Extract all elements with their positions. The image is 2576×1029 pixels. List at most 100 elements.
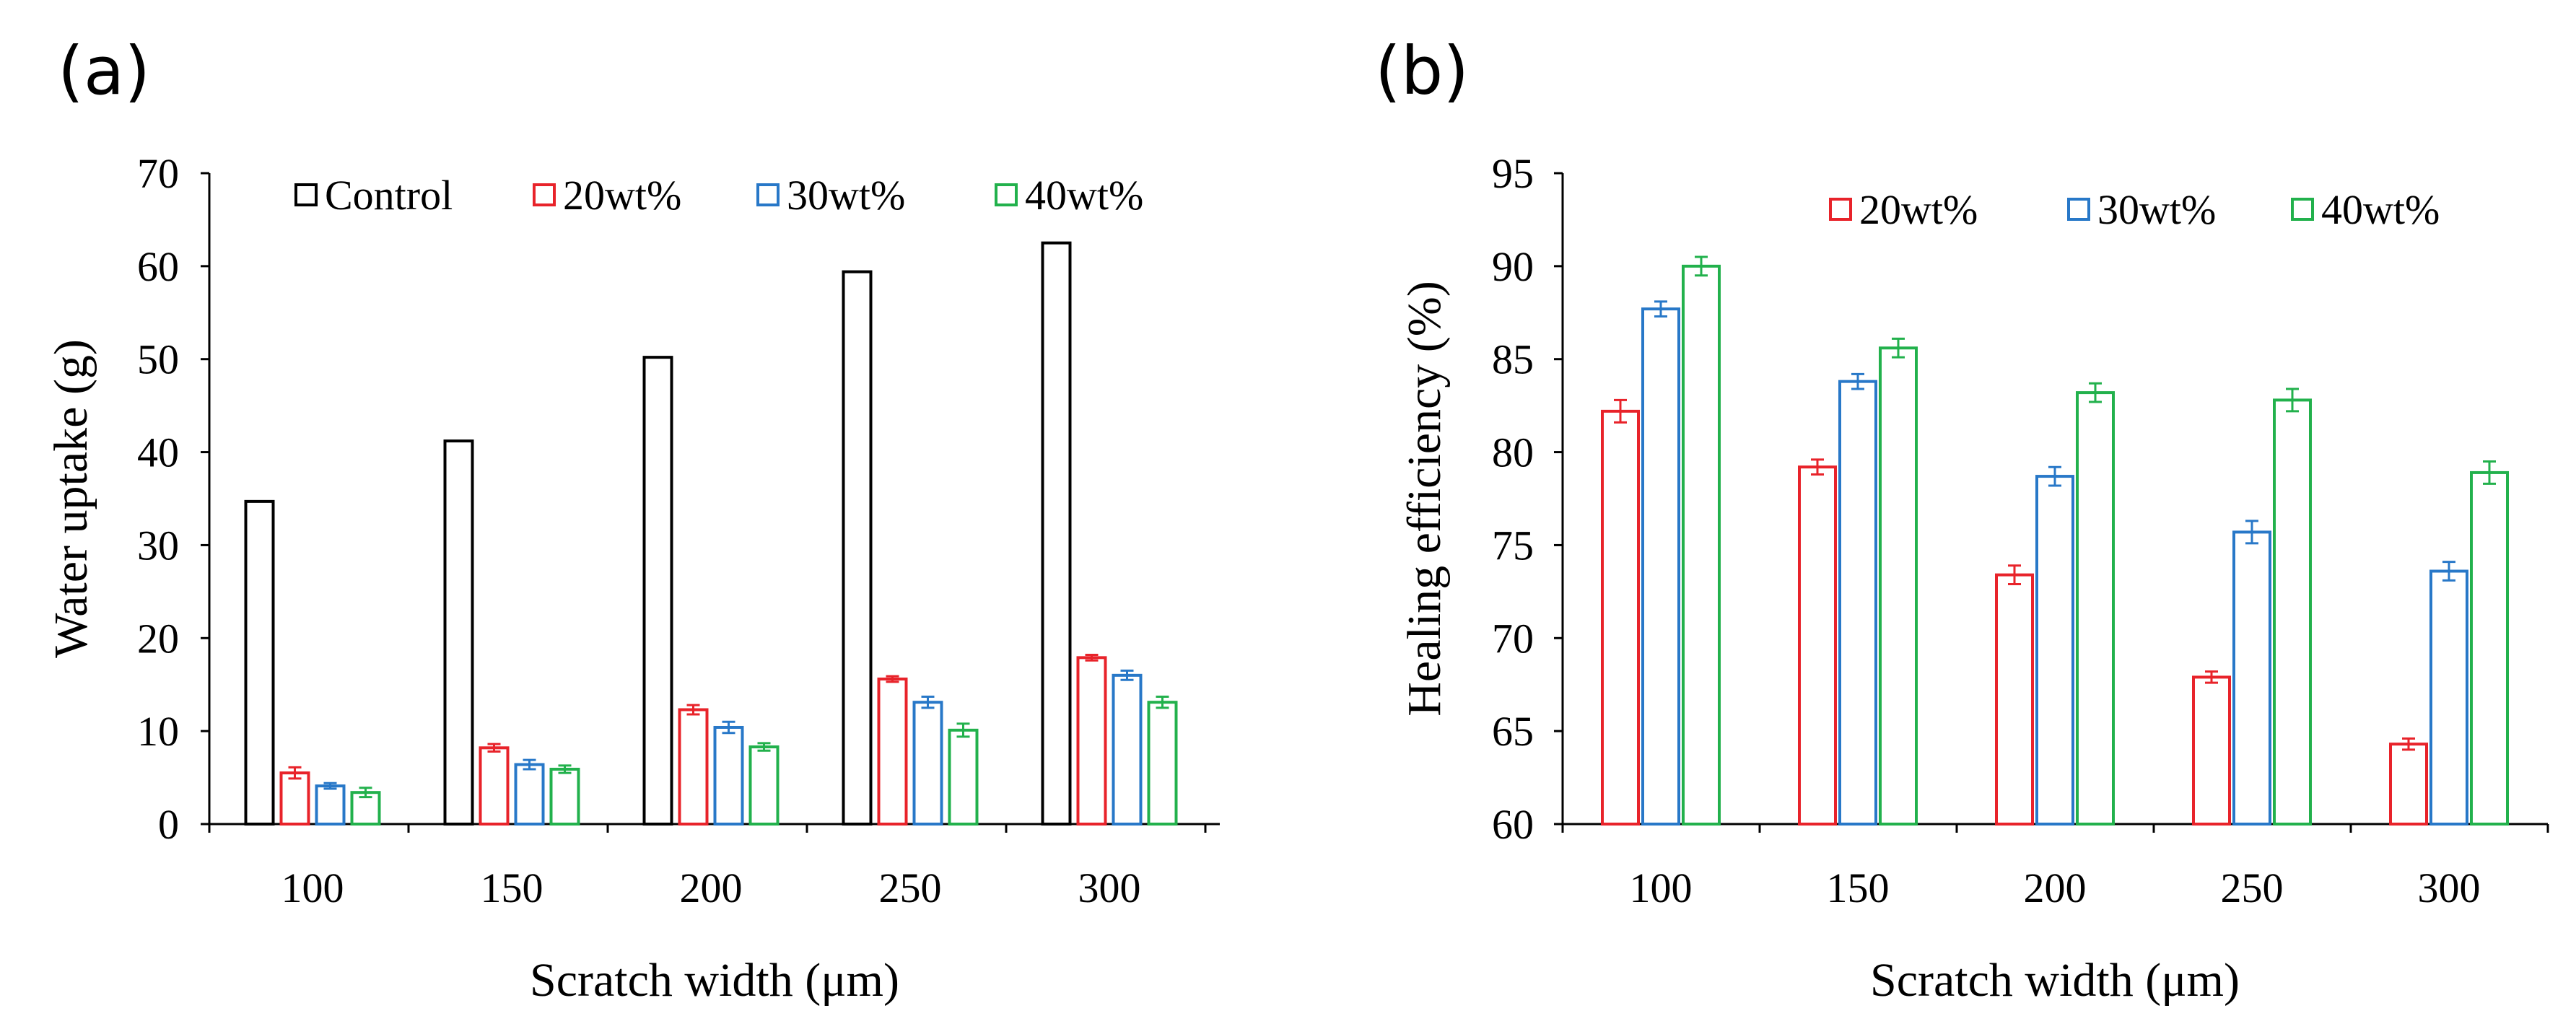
legend-label: 20wt% xyxy=(1859,186,1978,233)
error-bar-20wt%-300 xyxy=(1085,653,1099,662)
chart-panel-1: (b) 60 65 70 75 80 85 90 95 100 150 200 250 300 Scratc… xyxy=(1375,32,2549,1007)
error-bar-30wt%-200 xyxy=(722,720,735,735)
error-bar-40wt%-250 xyxy=(2286,387,2299,413)
bar-20wt%-250 xyxy=(877,677,908,826)
y-axis-title: Water uptake (g) xyxy=(45,339,97,658)
error-bar-20wt%-100 xyxy=(1614,398,1627,424)
y-tick-label: 65 xyxy=(1492,708,1534,755)
bar-30wt%-250 xyxy=(2232,530,2271,826)
bar-20wt%-250 xyxy=(2192,675,2231,826)
y-tick-label: 30 xyxy=(137,522,179,569)
x-tick-label: 100 xyxy=(281,864,344,911)
y-tick-label: 60 xyxy=(1492,801,1534,848)
x-tick-label: 100 xyxy=(1630,864,1693,911)
error-bar-30wt%-250 xyxy=(2245,520,2258,545)
x-axis-title: Scratch width (μm) xyxy=(530,954,899,1007)
panel-label: (b) xyxy=(1375,32,1469,110)
error-bar-30wt%-150 xyxy=(1851,372,1864,390)
y-tick-label: 50 xyxy=(137,336,179,383)
legend-swatch xyxy=(533,183,556,206)
legend-swatch xyxy=(2291,198,2314,221)
error-bar-20wt%-300 xyxy=(2402,737,2415,751)
error-bar-40wt%-200 xyxy=(757,742,771,752)
bar-20wt%-100 xyxy=(1601,409,1640,826)
x-tick-label: 150 xyxy=(1827,864,1890,911)
bar-30wt%-300 xyxy=(1112,673,1143,826)
bar-40wt%-250 xyxy=(948,728,979,826)
error-bar-40wt%-300 xyxy=(1156,695,1169,709)
y-tick-label: 90 xyxy=(1492,243,1534,290)
error-bar-20wt%-250 xyxy=(2205,670,2218,684)
x-tick-label: 200 xyxy=(680,864,743,911)
error-bar-20wt%-250 xyxy=(886,675,899,683)
y-tick-label: 95 xyxy=(1492,150,1534,197)
error-bar-30wt%-250 xyxy=(921,695,935,709)
bar-30wt%-200 xyxy=(2035,475,2074,826)
error-bar-40wt%-200 xyxy=(2089,382,2102,403)
bar-30wt%-150 xyxy=(1838,380,1877,826)
y-axis-title: Healing efficiency (%) xyxy=(1398,281,1451,716)
legend-item-40wt%: 40wt% xyxy=(2291,186,2440,233)
error-bar-40wt%-100 xyxy=(359,787,372,799)
bar-Control-300 xyxy=(1041,241,1072,826)
bar-30wt%-300 xyxy=(2429,569,2468,826)
bar-30wt%-100 xyxy=(315,784,346,826)
legend-label: 30wt% xyxy=(2097,186,2216,233)
panel-label: (a) xyxy=(58,32,150,110)
x-tick-label: 150 xyxy=(481,864,543,911)
x-tick-label: 300 xyxy=(1078,864,1141,911)
y-tick-label: 70 xyxy=(1492,615,1534,662)
x-tick-label: 250 xyxy=(879,864,942,911)
bar-30wt%-200 xyxy=(713,725,744,826)
bar-40wt%-200 xyxy=(2076,391,2115,826)
legend: Control 20wt% 30wt% 40wt% xyxy=(294,172,1143,219)
bar-20wt%-200 xyxy=(678,708,709,826)
error-bar-30wt%-100 xyxy=(1654,300,1667,318)
y-tick-label: 20 xyxy=(137,615,179,662)
error-bar-30wt%-150 xyxy=(523,758,536,771)
error-bar-20wt%-100 xyxy=(288,766,302,780)
bar-30wt%-250 xyxy=(912,701,943,826)
legend: 20wt% 30wt% 40wt% xyxy=(1829,186,2440,233)
x-tick-label: 300 xyxy=(2418,864,2481,911)
legend-swatch xyxy=(1829,198,1852,221)
y-tick-label: 80 xyxy=(1492,429,1534,476)
error-bar-40wt%-250 xyxy=(956,722,970,738)
y-tick-label: 10 xyxy=(137,708,179,755)
bar-30wt%-100 xyxy=(1641,307,1680,826)
bar-40wt%-100 xyxy=(1682,264,1721,826)
y-tick-label: 70 xyxy=(137,150,179,197)
legend-item-30wt%: 30wt% xyxy=(2067,186,2216,233)
bar-40wt%-250 xyxy=(2273,398,2312,826)
legend-swatch xyxy=(294,183,318,206)
bar-40wt%-150 xyxy=(549,767,580,826)
error-bar-40wt%-150 xyxy=(558,764,572,774)
legend-swatch xyxy=(756,183,780,206)
error-bar-20wt%-200 xyxy=(2008,564,2021,586)
legend-item-30wt%: 30wt% xyxy=(756,172,905,219)
bar-40wt%-300 xyxy=(1147,701,1178,826)
y-tick-label: 85 xyxy=(1492,336,1534,383)
legend-label: 30wt% xyxy=(787,172,905,219)
error-bar-40wt%-100 xyxy=(1695,255,1708,277)
x-axis-title: Scratch width (μm) xyxy=(1870,954,2240,1007)
bar-20wt%-300 xyxy=(1076,656,1107,826)
legend-item-20wt%: 20wt% xyxy=(1829,186,1978,233)
legend-item-20wt%: 20wt% xyxy=(533,172,681,219)
error-bar-20wt%-200 xyxy=(686,704,700,716)
legend-swatch xyxy=(995,183,1018,206)
bar-40wt%-200 xyxy=(748,745,780,826)
bar-Control-250 xyxy=(842,270,873,826)
bar-40wt%-150 xyxy=(1879,346,1918,826)
error-bar-20wt%-150 xyxy=(1811,458,1824,476)
chart-panel-0: (a) 0 10 20 30 40 50 60 70 100 150 200 250 300 Scratch… xyxy=(45,32,1220,1007)
bar-20wt%-150 xyxy=(1798,465,1837,826)
legend-label: 40wt% xyxy=(2321,186,2440,233)
error-bar-40wt%-300 xyxy=(2483,460,2496,485)
legend-label: 40wt% xyxy=(1025,172,1143,219)
error-bar-20wt%-150 xyxy=(487,743,501,753)
error-bar-30wt%-300 xyxy=(2442,561,2455,582)
bar-20wt%-100 xyxy=(279,771,310,826)
bar-40wt%-300 xyxy=(2470,470,2509,826)
legend-label: 20wt% xyxy=(563,172,681,219)
